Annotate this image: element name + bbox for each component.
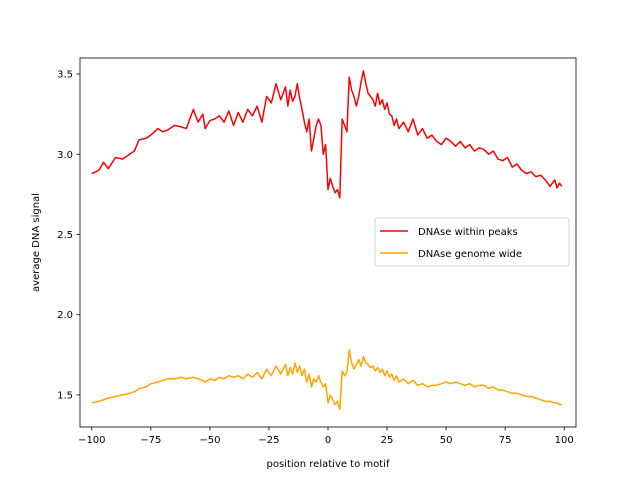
- legend-label-genome-wide: DNAse genome wide: [418, 249, 522, 260]
- y-tick-label: 3.0: [57, 150, 73, 161]
- x-tick-label: −50: [199, 435, 220, 446]
- x-tick-label: 50: [440, 435, 453, 446]
- x-tick-label: −75: [140, 435, 161, 446]
- x-tick-label: 100: [555, 435, 574, 446]
- x-tick-label: 25: [381, 435, 394, 446]
- series-line-within-peaks: [91, 70, 563, 199]
- legend: DNAse within peaks DNAse genome wide: [374, 217, 570, 267]
- y-tick-label: 2.0: [57, 310, 73, 321]
- x-tick-label: −100: [78, 435, 105, 446]
- y-tick-label: 3.5: [57, 70, 73, 81]
- y-tick-label: 1.5: [57, 390, 73, 401]
- x-tick-label: 0: [325, 435, 331, 446]
- series-lines: [91, 70, 563, 411]
- y-axis-label: average DNA signal: [31, 193, 42, 292]
- x-axis-label: position relative to motif: [267, 459, 390, 470]
- series-line-genome-wide: [91, 349, 562, 411]
- legend-label-within-peaks: DNAse within peaks: [418, 227, 518, 238]
- y-tick-label: 2.5: [57, 230, 73, 241]
- x-tick-label: 75: [499, 435, 512, 446]
- x-axis: −100 −75 −50 −25 0 25 50 75 100: [78, 427, 574, 446]
- y-axis: 1.5 2.0 2.5 3.0 3.5: [57, 70, 80, 401]
- x-tick-label: −25: [258, 435, 279, 446]
- legend-box: [374, 217, 570, 267]
